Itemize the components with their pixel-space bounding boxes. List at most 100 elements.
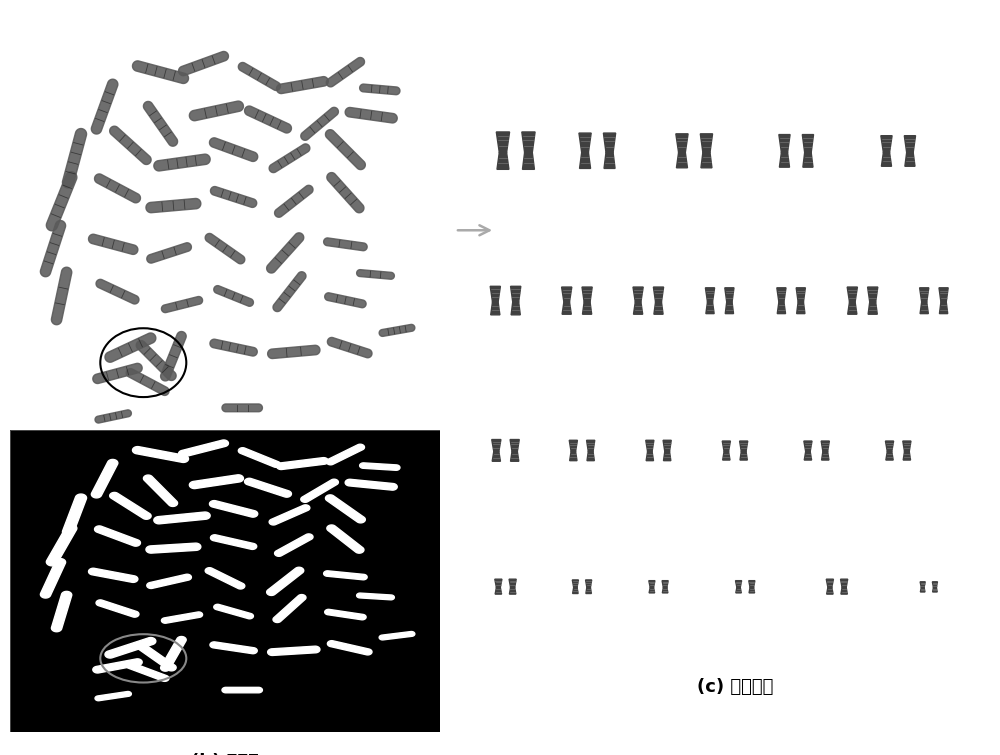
Polygon shape	[210, 642, 257, 654]
Polygon shape	[95, 174, 140, 203]
Polygon shape	[827, 587, 833, 594]
Polygon shape	[210, 339, 257, 356]
Polygon shape	[586, 580, 592, 587]
Polygon shape	[222, 404, 262, 411]
Polygon shape	[132, 61, 189, 84]
Polygon shape	[132, 447, 189, 462]
Text: (c) 染色体组: (c) 染色体组	[697, 678, 773, 696]
Polygon shape	[933, 587, 937, 592]
Polygon shape	[749, 587, 755, 593]
Polygon shape	[325, 293, 366, 308]
Polygon shape	[497, 153, 509, 169]
Polygon shape	[276, 458, 328, 470]
Polygon shape	[580, 153, 591, 168]
Polygon shape	[848, 302, 857, 314]
Polygon shape	[126, 368, 169, 396]
Polygon shape	[210, 186, 257, 208]
Polygon shape	[326, 444, 364, 465]
Polygon shape	[572, 580, 578, 587]
Polygon shape	[161, 331, 186, 381]
Polygon shape	[269, 505, 310, 525]
Polygon shape	[91, 79, 118, 134]
Polygon shape	[662, 581, 668, 587]
Polygon shape	[357, 270, 394, 279]
Polygon shape	[301, 107, 338, 140]
Polygon shape	[245, 478, 291, 498]
Polygon shape	[583, 302, 592, 314]
Polygon shape	[147, 243, 191, 263]
Polygon shape	[189, 101, 243, 121]
Polygon shape	[179, 440, 228, 457]
Polygon shape	[797, 302, 805, 313]
Polygon shape	[604, 153, 615, 168]
Polygon shape	[522, 132, 535, 153]
Polygon shape	[89, 569, 138, 582]
Polygon shape	[509, 579, 516, 587]
Polygon shape	[345, 479, 397, 490]
Polygon shape	[238, 63, 280, 91]
Polygon shape	[569, 440, 577, 451]
Polygon shape	[736, 587, 741, 593]
Polygon shape	[881, 153, 892, 166]
Polygon shape	[326, 57, 364, 87]
Polygon shape	[663, 451, 671, 461]
Polygon shape	[676, 153, 687, 168]
Polygon shape	[847, 287, 857, 302]
Polygon shape	[705, 288, 715, 302]
Polygon shape	[822, 451, 829, 460]
Polygon shape	[509, 587, 516, 594]
Polygon shape	[269, 144, 310, 173]
Polygon shape	[826, 579, 833, 587]
Polygon shape	[161, 297, 203, 313]
Polygon shape	[209, 501, 258, 517]
Polygon shape	[89, 234, 138, 254]
Polygon shape	[379, 631, 415, 640]
Text: (a) 中期染色体: (a) 中期染色体	[181, 494, 269, 512]
Polygon shape	[725, 288, 734, 302]
Polygon shape	[136, 643, 176, 671]
Polygon shape	[154, 512, 210, 524]
Polygon shape	[327, 173, 364, 213]
Polygon shape	[603, 133, 616, 153]
Polygon shape	[841, 579, 848, 587]
Polygon shape	[268, 646, 320, 655]
Polygon shape	[649, 581, 655, 587]
Polygon shape	[777, 288, 786, 302]
Polygon shape	[495, 579, 502, 587]
Polygon shape	[706, 302, 714, 313]
Polygon shape	[886, 451, 893, 460]
Polygon shape	[46, 171, 77, 231]
Polygon shape	[723, 451, 730, 460]
Polygon shape	[654, 302, 663, 314]
Polygon shape	[325, 495, 365, 523]
Polygon shape	[905, 153, 915, 166]
Polygon shape	[939, 302, 948, 313]
Polygon shape	[245, 106, 291, 133]
Polygon shape	[634, 302, 643, 314]
Polygon shape	[722, 441, 730, 451]
Polygon shape	[511, 286, 521, 302]
Polygon shape	[62, 128, 87, 188]
Polygon shape	[740, 451, 747, 460]
Polygon shape	[93, 363, 142, 384]
Polygon shape	[91, 460, 118, 498]
Polygon shape	[841, 587, 847, 594]
Polygon shape	[736, 581, 742, 587]
Polygon shape	[267, 567, 304, 596]
Polygon shape	[95, 410, 131, 423]
Polygon shape	[646, 451, 654, 461]
Polygon shape	[573, 587, 578, 593]
Polygon shape	[273, 595, 306, 622]
Polygon shape	[587, 451, 594, 461]
Polygon shape	[161, 636, 186, 671]
Polygon shape	[268, 345, 320, 359]
Polygon shape	[582, 287, 592, 302]
Polygon shape	[804, 451, 812, 460]
Polygon shape	[110, 492, 151, 519]
Polygon shape	[646, 440, 654, 451]
Polygon shape	[147, 575, 191, 588]
Polygon shape	[904, 136, 916, 153]
Polygon shape	[209, 138, 258, 162]
Polygon shape	[522, 153, 534, 169]
Polygon shape	[490, 286, 500, 302]
